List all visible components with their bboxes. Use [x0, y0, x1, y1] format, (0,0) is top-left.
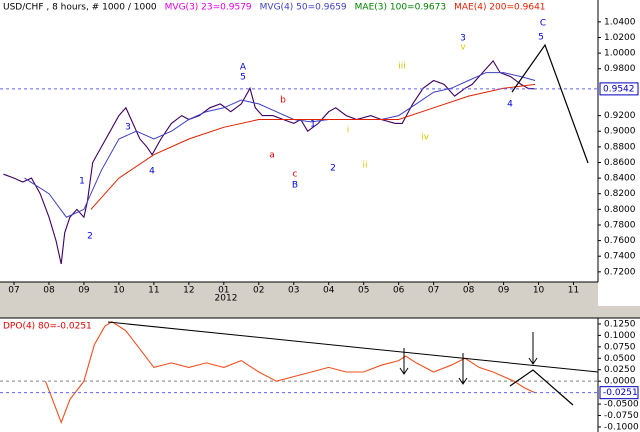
wave-label: 2: [330, 164, 336, 174]
y-tick-label: 0.9000: [604, 127, 636, 137]
dpo-plot: [0, 318, 640, 432]
price-axis: [598, 0, 640, 306]
y-tick-label: -0.1000: [604, 422, 639, 432]
current-label: 0.9542: [603, 84, 635, 94]
chart-title: USD/CHF , 8 hours, # 1000 / 1000: [3, 3, 157, 13]
x-tick-label: 08: [463, 286, 475, 296]
y-tick-label: 0.8400: [604, 174, 636, 184]
projection: [509, 369, 574, 406]
x-tick-label: 09: [498, 286, 510, 296]
wave-label: a: [269, 151, 275, 161]
x-tick-label: 08: [43, 286, 55, 296]
y-tick-label: 0.1000: [604, 331, 636, 341]
y-tick-label: -0.0500: [604, 400, 639, 410]
wave-label: 3: [460, 34, 466, 44]
series-line: [3, 59, 536, 265]
wave-label: v: [460, 43, 466, 53]
x-tick-label: 12: [183, 286, 194, 296]
wave-label: iii: [398, 62, 406, 72]
y-tick-label: 0.7200: [604, 267, 636, 277]
wave-label: 4: [149, 167, 155, 177]
y-tick-label: 0.0500: [604, 354, 636, 364]
wave-label: 5: [538, 33, 544, 43]
wave-label: 4: [507, 100, 513, 110]
series-line: [90, 83, 536, 210]
x-tick-label: 01: [218, 286, 229, 296]
x-tick-label: 07: [8, 286, 19, 296]
wave-label: b: [280, 96, 286, 106]
y-tick-label: 1.0000: [604, 49, 636, 59]
y-tick-label: 1.0200: [604, 33, 636, 43]
y-tick-label: 0.9800: [604, 64, 636, 74]
y-tick-label: 0.0000: [604, 377, 636, 387]
x-tick-label: 11: [148, 286, 159, 296]
x-tick-label: 10: [113, 286, 125, 296]
y-tick-label: 1.0400: [604, 17, 636, 27]
wave-label: ii: [362, 161, 367, 171]
arrows: [399, 332, 538, 385]
wave-label: B: [292, 181, 298, 191]
x-tick-label: 06: [393, 286, 405, 296]
dpo-title: DPO(4) 80=-0.0251: [3, 322, 92, 332]
y-tick-label: 0.9200: [604, 111, 636, 121]
wave-label: i: [347, 126, 350, 136]
y-tick-label: -0.0750: [604, 411, 639, 421]
legend-entry: MVG(3) 23=0.9579: [165, 3, 252, 13]
wave-label: A: [240, 63, 247, 73]
x-tick-label: 11: [568, 286, 579, 296]
wave-label: iv: [421, 133, 430, 143]
y-tick-label: 0.8800: [604, 142, 636, 152]
x-tick-label: 02: [253, 286, 264, 296]
wave-label: 3: [125, 123, 131, 133]
x-tick-label: 04: [323, 286, 335, 296]
wave-label: c: [293, 170, 298, 180]
wave-labels: 1 2 3 4 A 5 a b c B 1 2 i ii iii iv 3 v …: [79, 19, 546, 242]
wave-label: 1: [79, 177, 85, 187]
x-tick-label: 03: [288, 286, 299, 296]
year-label: 2012: [215, 294, 238, 304]
wave-label: 5: [240, 73, 246, 83]
y-tick-label: 0.0250: [604, 365, 636, 375]
wave-label: C: [540, 19, 546, 29]
series-line: [44, 321, 536, 424]
current-label: -0.0251: [603, 388, 638, 398]
current-box: [599, 386, 639, 400]
y-tick-label: 0.7400: [604, 252, 636, 262]
y-tick-label: 0.8600: [604, 158, 636, 168]
y-tick-label: 0.7600: [604, 236, 636, 246]
y-tick-label: 0.8000: [604, 205, 636, 215]
legend-entry: MVG(4) 50=0.9659: [260, 3, 347, 13]
current-box: [599, 82, 639, 96]
legend-entry: MAE(4) 200=0.9641: [454, 3, 545, 13]
wave-label: 1: [310, 120, 316, 130]
x-tick-label: 05: [358, 286, 369, 296]
wave-label: 2: [87, 232, 93, 242]
y-tick-label: 0.7800: [604, 220, 636, 230]
price-plot: [0, 0, 598, 282]
y-tick-label: 0.0750: [604, 342, 636, 352]
x-tick-label: 07: [428, 286, 439, 296]
legend-entry: MAE(3) 100=0.9673: [355, 3, 446, 13]
trend-line: [107, 321, 599, 373]
series-line: [24, 72, 536, 218]
projection: [511, 43, 589, 164]
x-tick-label: 10: [533, 286, 545, 296]
x-tick-label: 09: [78, 286, 90, 296]
y-tick-label: 0.1250: [604, 319, 636, 329]
y-tick-label: 0.8200: [604, 189, 636, 199]
